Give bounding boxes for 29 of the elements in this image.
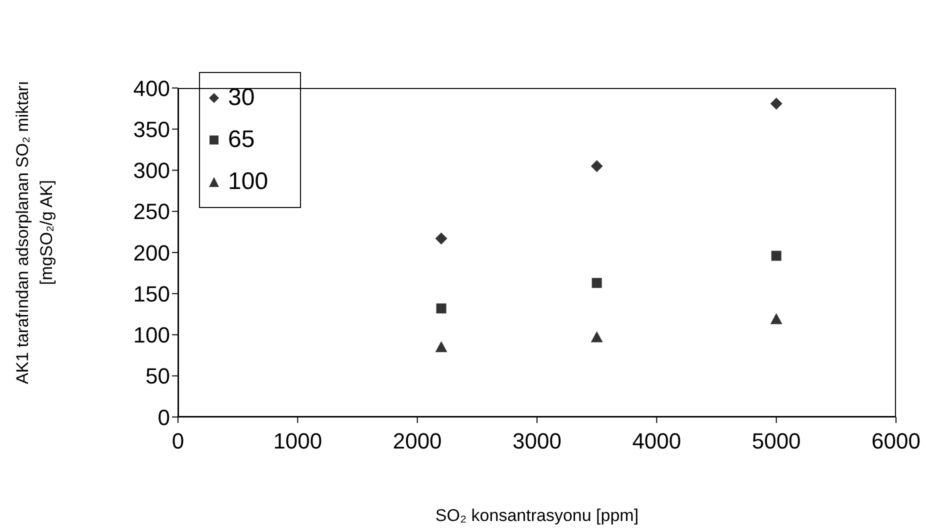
point — [436, 303, 446, 314]
point — [590, 160, 603, 172]
x-tick-label: 2000 — [392, 428, 442, 454]
point — [771, 250, 782, 261]
legend-label: 65 — [228, 126, 255, 154]
y-tick-label: 150 — [133, 281, 170, 306]
y-tick-label: 400 — [133, 76, 170, 101]
y-tick-label: 0 — [158, 404, 170, 430]
point — [770, 98, 782, 110]
y-tick-label: 350 — [133, 116, 170, 142]
point — [592, 278, 602, 288]
legend-label: 100 — [228, 168, 268, 196]
x-tick-label: 6000 — [872, 428, 920, 454]
x-tick-label: 4000 — [632, 428, 682, 454]
y-tick-label: 300 — [133, 158, 170, 184]
y-tick-label: 250 — [133, 199, 170, 224]
x-tick-label: 3000 — [512, 428, 562, 454]
point — [435, 232, 448, 245]
y-tick-label: 50 — [146, 364, 170, 389]
point — [770, 313, 782, 324]
y-tick-label: 200 — [133, 240, 170, 266]
y-tick-label: 100 — [133, 322, 170, 348]
x-tick-label: 5000 — [752, 428, 801, 454]
x-axis-title: SO₂ konsantrasyonu [ppm] — [435, 506, 639, 525]
point — [590, 331, 603, 342]
point — [435, 341, 448, 352]
x-tick-label: 1000 — [273, 428, 322, 454]
legend-label: 30 — [228, 84, 255, 112]
y-axis-title: AK1 tarafından adsorplanan SO₂ miktarı [mgSO₂/g AK] — [13, 80, 56, 384]
